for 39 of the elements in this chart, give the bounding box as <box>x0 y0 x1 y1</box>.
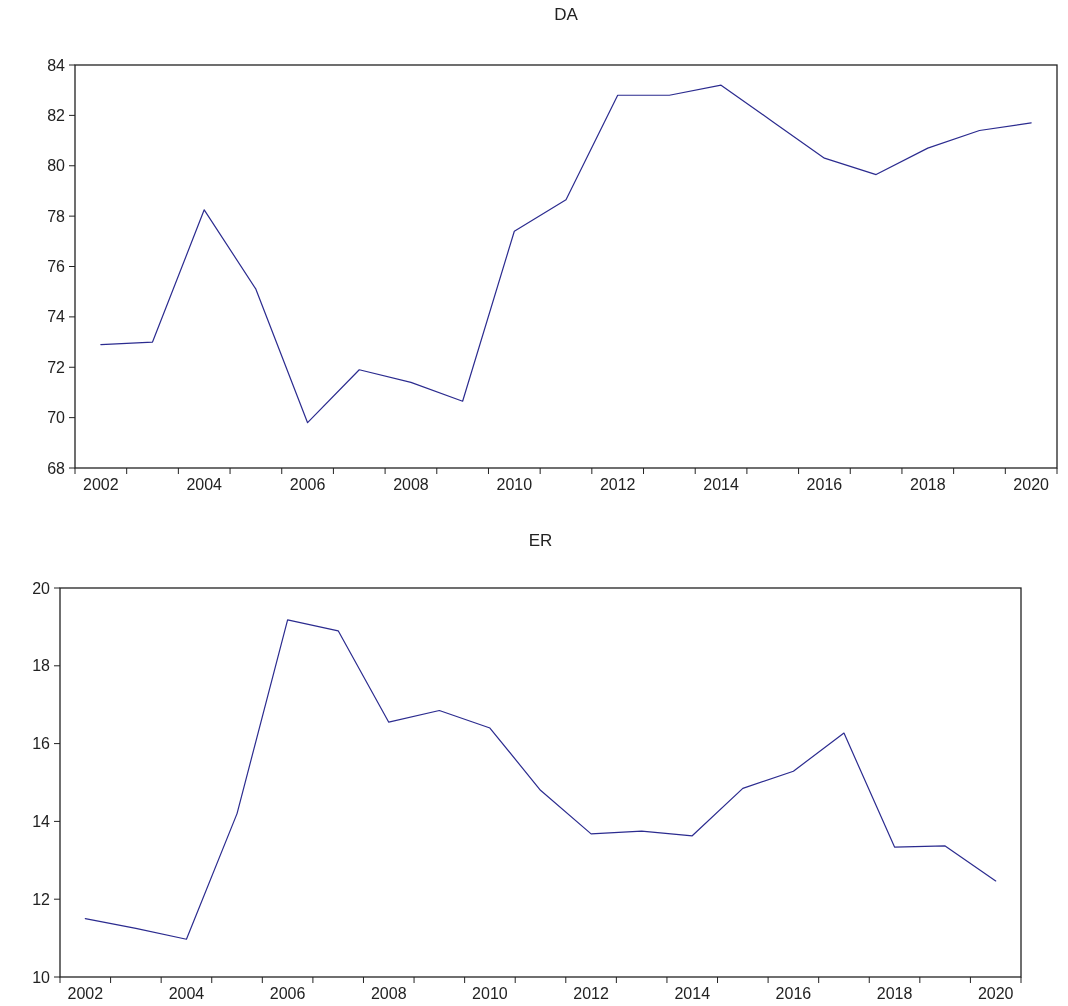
y-tick-label: 18 <box>32 657 51 675</box>
y-tick-label: 74 <box>47 308 66 326</box>
x-tick-label: 2010 <box>472 985 508 1002</box>
x-tick-label: 2002 <box>83 476 119 493</box>
chart-title: DA <box>554 5 579 24</box>
x-tick-label: 2012 <box>573 985 609 1002</box>
y-tick-label: 80 <box>47 157 66 175</box>
x-tick-label: 2020 <box>1013 476 1050 493</box>
x-tick-label: 2004 <box>186 476 223 493</box>
x-tick-label: 2020 <box>977 985 1014 1002</box>
x-tick-label: 2016 <box>775 985 812 1002</box>
y-tick-label: 76 <box>47 258 66 276</box>
x-tick-label: 2018 <box>909 476 946 493</box>
x-tick-label: 2018 <box>876 985 913 1002</box>
x-tick-label: 2006 <box>289 476 326 493</box>
y-tick-label: 78 <box>47 207 66 225</box>
y-tick-label: 72 <box>47 358 66 376</box>
chart-title: ER <box>528 531 553 550</box>
y-tick-label: 16 <box>32 735 51 753</box>
x-tick-label: 2016 <box>806 476 843 493</box>
x-tick-label: 2008 <box>370 985 407 1002</box>
y-tick-label: 10 <box>32 968 51 986</box>
x-tick-label: 2010 <box>496 476 533 493</box>
y-tick-label: 20 <box>32 579 51 597</box>
x-tick-label: 2014 <box>703 476 739 493</box>
x-tick-label: 2014 <box>674 985 711 1002</box>
x-tick-label: 2006 <box>269 985 306 1002</box>
x-tick-label: 2004 <box>168 985 205 1002</box>
y-tick-label: 70 <box>47 409 66 427</box>
x-tick-label: 2002 <box>67 985 104 1002</box>
x-tick-label: 2008 <box>393 476 429 493</box>
x-tick-label: 2012 <box>599 476 636 493</box>
line-series <box>84 619 997 940</box>
y-tick-label: 84 <box>47 56 66 74</box>
y-tick-label: 82 <box>47 106 66 124</box>
y-tick-label: 12 <box>32 890 51 908</box>
line-series <box>100 84 1032 424</box>
y-tick-label: 14 <box>32 813 51 830</box>
y-tick-label: 68 <box>47 459 66 477</box>
